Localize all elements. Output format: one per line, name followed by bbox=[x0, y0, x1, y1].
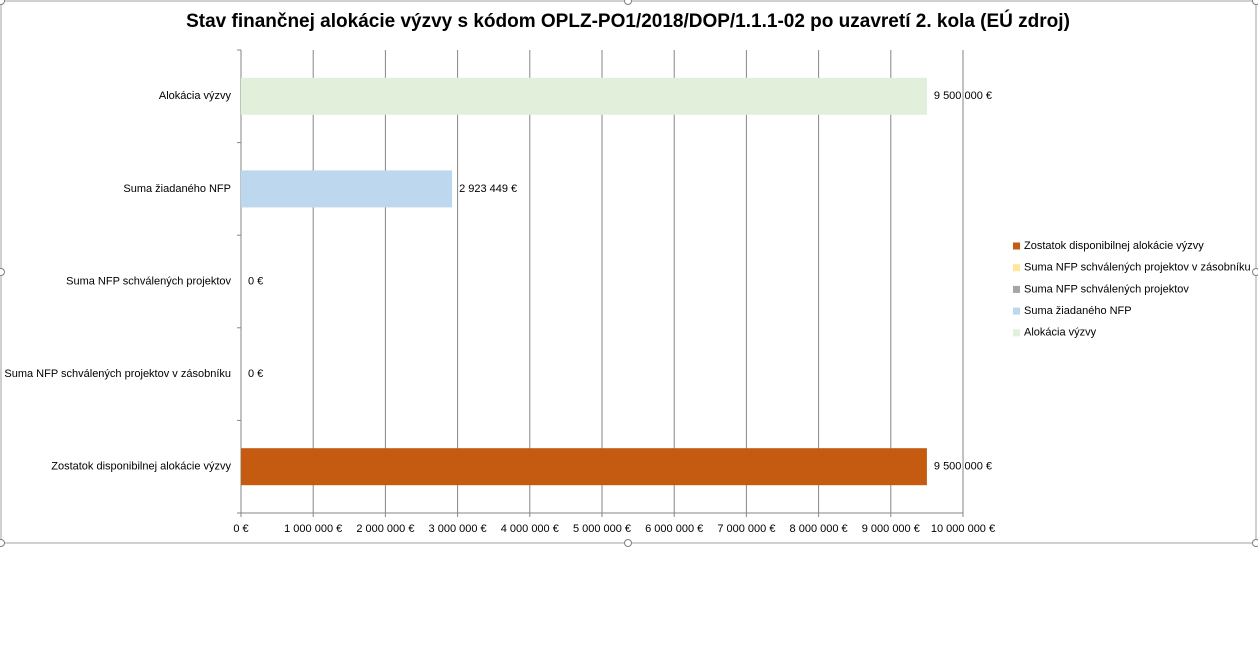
frame-handle bbox=[1252, 0, 1258, 5]
legend-swatch bbox=[1013, 242, 1020, 250]
x-tick-label: 4 000 000 € bbox=[501, 523, 559, 535]
frame-handle bbox=[0, 539, 5, 547]
legend-swatch bbox=[1013, 285, 1020, 293]
bar bbox=[241, 448, 927, 486]
legend-swatch bbox=[1013, 264, 1020, 272]
x-tick-label: 9 000 000 € bbox=[862, 523, 920, 535]
x-tick-label: 10 000 000 € bbox=[931, 523, 995, 535]
frame-handle bbox=[1252, 539, 1258, 547]
y-tick-label: Alokácia výzvy bbox=[159, 90, 232, 102]
legend-label: Suma NFP schválených projektov v zásobní… bbox=[1024, 262, 1251, 274]
value-label: 9 500 000 € bbox=[934, 461, 992, 473]
x-tick-label: 5 000 000 € bbox=[573, 523, 631, 535]
value-label: 0 € bbox=[248, 275, 263, 287]
frame-handle bbox=[624, 539, 632, 547]
frame-handle bbox=[0, 0, 5, 5]
y-tick-label: Suma NFP schválených projektov v zásobní… bbox=[4, 368, 231, 380]
frame-handle bbox=[1252, 268, 1258, 276]
legend-label: Suma žiadaného NFP bbox=[1024, 305, 1132, 317]
legend-label: Alokácia výzvy bbox=[1024, 327, 1097, 339]
value-label: 0 € bbox=[248, 368, 263, 380]
x-tick-label: 1 000 000 € bbox=[284, 523, 342, 535]
bar bbox=[241, 77, 927, 115]
y-tick-label: Suma NFP schválených projektov bbox=[66, 275, 231, 287]
y-tick-label: Zostatok disponibilnej alokácie výzvy bbox=[51, 461, 231, 473]
x-tick-label: 6 000 000 € bbox=[645, 523, 703, 535]
frame-handle bbox=[0, 268, 5, 276]
value-label: 2 923 449 € bbox=[459, 183, 517, 195]
legend-label: Zostatok disponibilnej alokácie výzvy bbox=[1024, 240, 1204, 252]
x-tick-label: 2 000 000 € bbox=[356, 523, 414, 535]
y-tick-label: Suma žiadaného NFP bbox=[123, 183, 231, 195]
x-tick-label: 8 000 000 € bbox=[790, 523, 848, 535]
x-tick-label: 0 € bbox=[233, 523, 248, 535]
x-tick-label: 3 000 000 € bbox=[429, 523, 487, 535]
chart-title: Stav finančnej alokácie výzvy s kódom OP… bbox=[186, 10, 1070, 32]
value-label: 9 500 000 € bbox=[934, 90, 992, 102]
bar bbox=[241, 170, 453, 208]
legend-label: Suma NFP schválených projektov bbox=[1024, 283, 1189, 295]
legend-swatch bbox=[1013, 307, 1020, 315]
legend-swatch bbox=[1013, 329, 1020, 337]
x-tick-label: 7 000 000 € bbox=[717, 523, 775, 535]
frame-handle bbox=[624, 0, 632, 5]
